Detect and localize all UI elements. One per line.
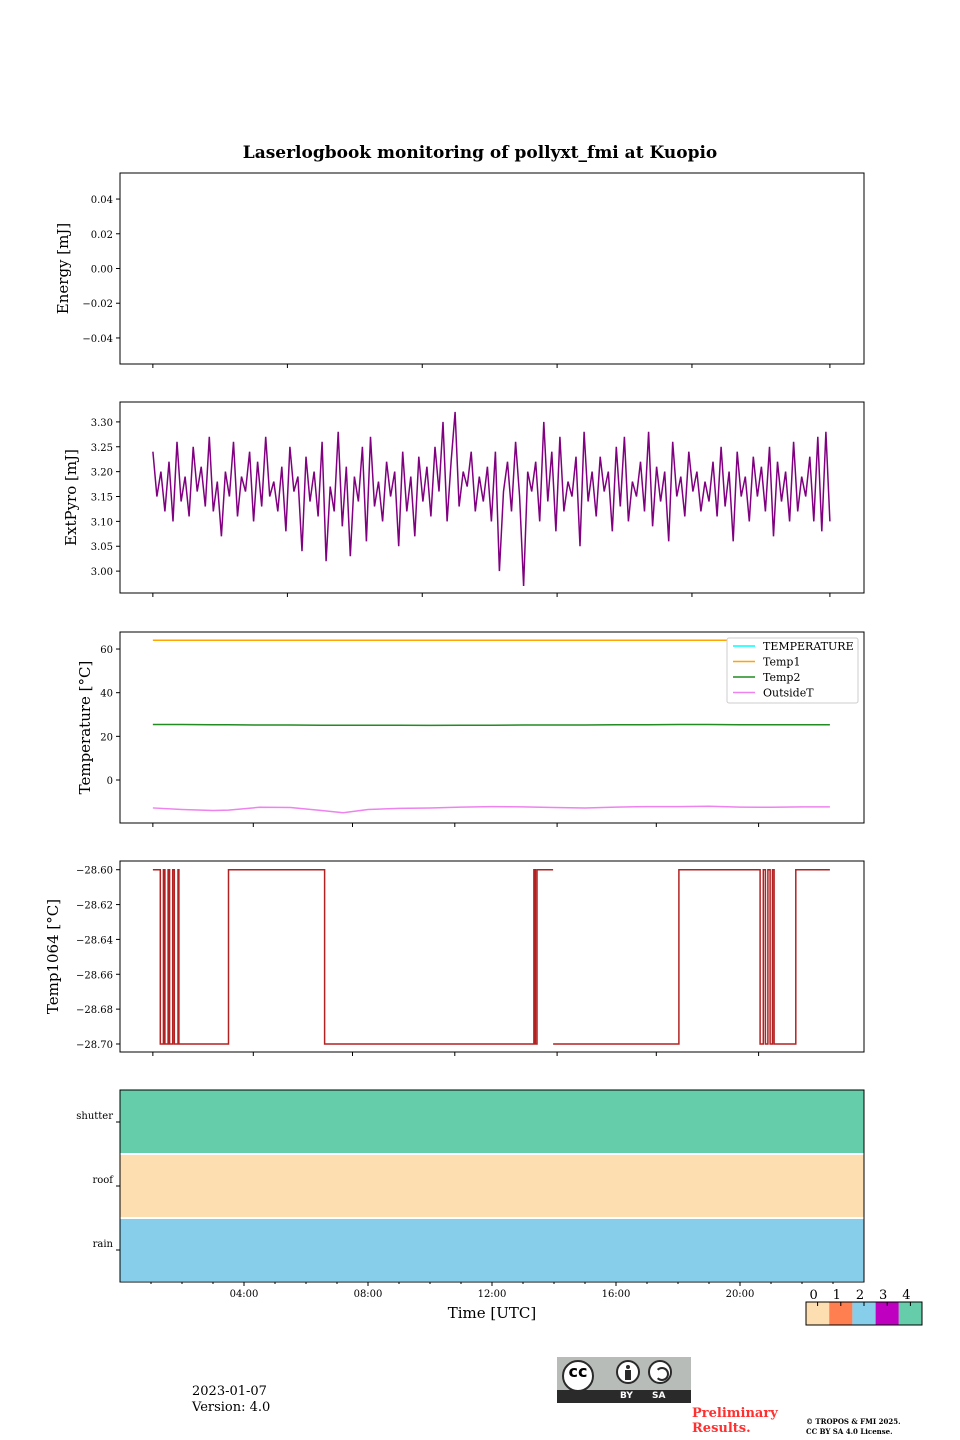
row-label: roof (92, 1175, 114, 1186)
y-tick-label: −28.70 (76, 1040, 113, 1051)
version-label: Version: 4.0 (192, 1400, 271, 1415)
colorbar-frame (805, 1301, 923, 1326)
y-tick-label: 0 (107, 776, 113, 787)
legend-box (726, 637, 859, 704)
y-axis-label: ExtPyro [mJ] (62, 449, 80, 546)
x-axis-label: Time [UTC] (448, 1304, 537, 1322)
copyright-line2: CC BY SA 4.0 License. (806, 1427, 893, 1436)
preliminary-line1: Preliminary (692, 1406, 778, 1421)
y-tick-label: 0.00 (91, 265, 113, 276)
legend-label: Temp2 (763, 671, 800, 684)
x-tick-label: 04:00 (230, 1289, 259, 1300)
y-axis-label: Temp1064 [°C] (44, 899, 62, 1014)
axes-frame (119, 172, 865, 365)
y-axis-label: Energy [mJ] (54, 223, 72, 314)
share-alike-icon (648, 1360, 672, 1384)
temp1064-line (553, 868, 830, 1045)
status-row-rain (120, 1219, 864, 1281)
cc-license-logo: cc BY SA (557, 1357, 691, 1403)
axes-frame (119, 860, 865, 1053)
series-line-outsidet (152, 805, 830, 814)
cc-icon: cc (562, 1360, 594, 1392)
y-tick-label: −0.02 (82, 299, 113, 310)
y-tick-label: 3.00 (91, 567, 113, 578)
copyright-line1: © TROPOS & FMI 2025. (806, 1417, 901, 1426)
person-icon (616, 1360, 640, 1384)
colorbar-tick-label: 1 (833, 1288, 841, 1303)
legend: TEMPERATURE Temp1 Temp2 OutsideT (726, 637, 859, 704)
y-tick-label: −28.60 (76, 866, 113, 877)
sa-label: SA (652, 1391, 666, 1401)
y-tick-label: 3.25 (91, 443, 113, 454)
colorbar-cell (806, 1302, 830, 1325)
status-row-shutter (120, 1090, 864, 1153)
y-tick-label: 0.04 (91, 195, 113, 206)
legend-label: Temp1 (763, 656, 800, 669)
y-tick-label: −28.62 (76, 901, 113, 912)
footer-info: 2023-01-07 Version: 4.0 (192, 1384, 270, 1416)
preliminary-note: Preliminary Results. (692, 1406, 778, 1436)
y-tick-label: −28.64 (76, 935, 113, 946)
row-label: rain (93, 1239, 114, 1250)
extpyro-line (152, 411, 831, 587)
y-tick-label: 20 (100, 732, 113, 743)
series-line-temp2 (152, 723, 830, 727)
colorbar-tick-label: 0 (809, 1288, 817, 1303)
colorbar-tick-label: 2 (856, 1288, 864, 1303)
colorbar-cell (852, 1302, 876, 1325)
colorbar-tick-label: 4 (902, 1288, 910, 1303)
by-label: BY (620, 1391, 633, 1401)
colorbar-cell (875, 1302, 899, 1325)
colorbar-cell (829, 1302, 853, 1325)
y-tick-label: −28.68 (76, 1005, 113, 1016)
colorbar-tick-label: 3 (879, 1288, 887, 1303)
y-tick-label: 40 (100, 689, 113, 700)
y-tick-label: 3.30 (91, 418, 113, 429)
axes-frame (119, 401, 865, 594)
y-tick-label: 3.20 (91, 468, 113, 479)
x-tick-label: 08:00 (354, 1289, 383, 1300)
legend-label: OutsideT (763, 687, 814, 700)
colorbar-cell (898, 1302, 922, 1325)
row-label: shutter (76, 1111, 113, 1122)
y-tick-label: −28.66 (76, 970, 113, 981)
y-axis-label: Temperature [°C] (76, 661, 94, 795)
y-tick-label: 60 (100, 645, 113, 656)
y-tick-label: −0.04 (82, 334, 113, 345)
status-row-roof (120, 1155, 864, 1217)
x-tick-label: 12:00 (478, 1289, 507, 1300)
x-tick-label: 20:00 (726, 1289, 755, 1300)
date-label: 2023-01-07 (192, 1384, 267, 1399)
legend-label: TEMPERATURE (763, 640, 854, 653)
preliminary-line2: Results. (692, 1421, 751, 1436)
chart-title: Laserlogbook monitoring of pollyxt_fmi a… (243, 143, 718, 163)
temp1064-line (152, 868, 554, 1045)
y-tick-label: 0.02 (91, 230, 113, 241)
y-tick-label: 3.10 (91, 517, 113, 528)
x-tick-label: 16:00 (602, 1289, 631, 1300)
axes-frame (119, 631, 865, 824)
y-tick-label: 3.15 (91, 493, 113, 504)
copyright-note: © TROPOS & FMI 2025. CC BY SA 4.0 Licens… (806, 1417, 901, 1437)
y-tick-label: 3.05 (91, 542, 113, 553)
